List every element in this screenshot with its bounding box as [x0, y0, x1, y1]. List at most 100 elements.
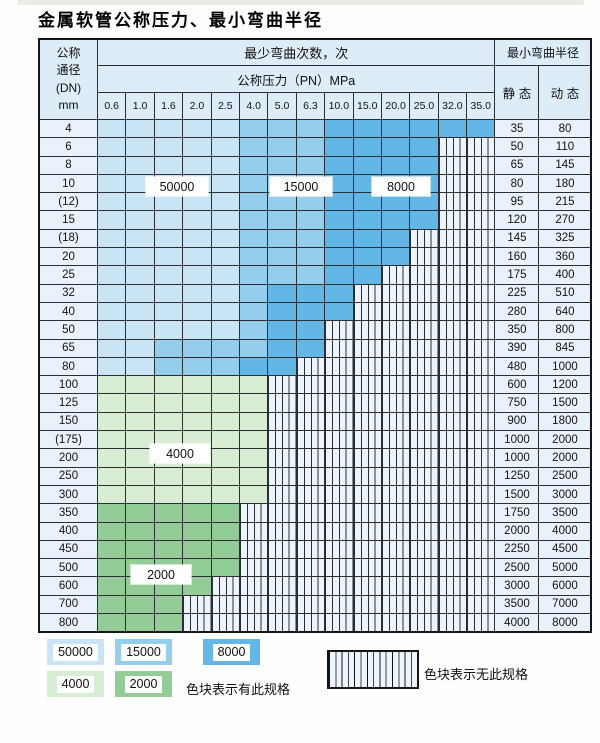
nominal-pressure-header: 公称压力（PN）MPa — [98, 66, 495, 92]
legend-swatch-15000: 15000 — [115, 639, 172, 665]
grid-cell — [183, 138, 211, 156]
grid-cell — [268, 376, 296, 394]
grid-cell — [325, 321, 353, 339]
dynamic-value: 180 — [539, 174, 591, 193]
grid-cell — [296, 485, 325, 504]
grid-cell — [438, 577, 467, 595]
grid-cell — [467, 577, 495, 595]
static-value: 35 — [495, 120, 539, 138]
grid-cell — [239, 449, 268, 467]
grid-cell — [98, 302, 126, 321]
grid-cell — [239, 248, 268, 266]
grid-cell — [154, 412, 183, 431]
grid-cell — [410, 120, 438, 138]
grid-cell — [211, 156, 239, 174]
grid-cell — [467, 614, 495, 632]
grid-cell — [268, 229, 296, 248]
grid-cell — [410, 559, 438, 577]
grid-cell — [296, 577, 325, 595]
grid-cell — [296, 266, 325, 284]
grid-cell — [467, 138, 495, 156]
legend-has-spec-text: 色块表示有此规格 — [186, 682, 291, 697]
grid-cell — [410, 595, 438, 614]
grid-cell — [154, 229, 183, 248]
dn-label: 50 — [40, 321, 97, 339]
grid-cell — [268, 394, 296, 412]
grid-cell — [410, 504, 438, 522]
grid-cell — [239, 559, 268, 577]
grid-cell — [296, 449, 325, 467]
grid-cell — [98, 266, 126, 284]
grid-cell — [126, 540, 154, 559]
grid-cell — [154, 485, 183, 504]
grid-cell — [438, 522, 467, 540]
grid-cell — [126, 120, 154, 138]
grid-cell — [381, 120, 410, 138]
grid-cell — [410, 412, 438, 431]
grid-cell — [438, 120, 467, 138]
static-value: 3000 — [495, 577, 539, 595]
grid-cell — [381, 559, 410, 577]
grid-cell — [467, 504, 495, 522]
dn-label: 8 — [40, 156, 97, 174]
legend-swatch-8000: 8000 — [203, 639, 260, 665]
grid-cell — [438, 595, 467, 614]
grid-cell — [239, 211, 268, 229]
dynamic-value: 3000 — [539, 485, 591, 504]
grid-cell — [126, 211, 154, 229]
grid-cell — [268, 559, 296, 577]
dynamic-value: 510 — [539, 284, 591, 302]
grid-cell — [353, 431, 381, 449]
grid-cell — [325, 229, 353, 248]
grid-cell — [183, 321, 211, 339]
grid-cell — [126, 614, 154, 632]
grid-cell — [296, 614, 325, 632]
grid-cell — [239, 376, 268, 394]
grid-cell — [126, 302, 154, 321]
dynamic-value: 2000 — [539, 449, 591, 467]
grid-cell — [268, 211, 296, 229]
grid-cell — [98, 120, 126, 138]
legend-swatch-8000-value: 8000 — [212, 643, 251, 661]
grid-cell — [410, 522, 438, 540]
grid-cell — [211, 284, 239, 302]
dynamic-value: 1800 — [539, 412, 591, 431]
grid-cell — [410, 284, 438, 302]
grid-cell — [467, 193, 495, 211]
grid-cell — [268, 595, 296, 614]
grid-cell — [381, 522, 410, 540]
grid-cell — [98, 357, 126, 376]
grid-cell — [183, 376, 211, 394]
grid-cell — [183, 412, 211, 431]
grid-cell — [410, 467, 438, 485]
grid-cell — [126, 339, 154, 357]
grid-cell — [381, 156, 410, 174]
grid-cell — [353, 339, 381, 357]
grid-cell — [296, 412, 325, 431]
grid-cell — [410, 302, 438, 321]
grid-cell — [381, 485, 410, 504]
grid-cell — [296, 138, 325, 156]
static-value: 350 — [495, 321, 539, 339]
dynamic-value: 360 — [539, 248, 591, 266]
grid-cell — [467, 339, 495, 357]
grid-cell — [211, 540, 239, 559]
min-bend-radius-header: 最小弯曲半径 — [495, 40, 591, 65]
dn-label: 40 — [40, 302, 97, 321]
grid-cell — [239, 120, 268, 138]
grid-cell — [154, 193, 183, 211]
grid-cell — [183, 193, 211, 211]
grid-cell — [410, 248, 438, 266]
grid-cell — [98, 595, 126, 614]
grid-cell — [467, 211, 495, 229]
grid-cell — [126, 193, 154, 211]
grid-cell — [211, 193, 239, 211]
grid-cell — [268, 321, 296, 339]
grid-cell — [183, 485, 211, 504]
grid-cell — [154, 522, 183, 540]
grid-cell — [239, 577, 268, 595]
grid-cell — [183, 284, 211, 302]
grid-cell — [239, 614, 268, 632]
grid-cell — [353, 412, 381, 431]
grid-cell — [410, 485, 438, 504]
